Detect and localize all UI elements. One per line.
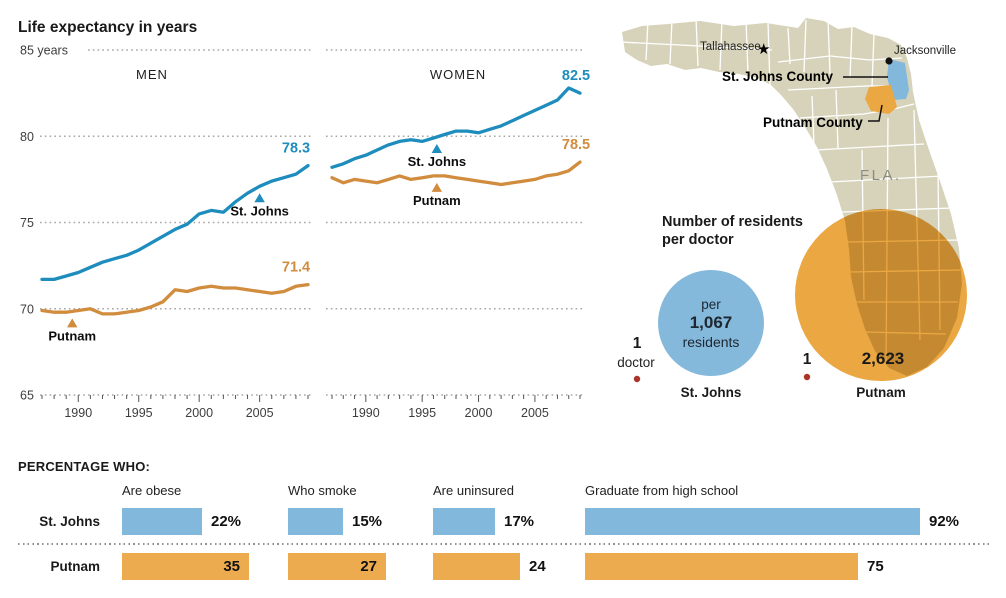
residents-per-doctor-title: Number of residents per doctor — [662, 214, 803, 248]
bar-value-label: 24 — [529, 558, 546, 575]
bar-putnam — [585, 553, 858, 580]
st-johns-doctor-count: 1 — [632, 335, 642, 352]
st-johns-bubble-name: St. Johns — [680, 385, 742, 400]
bar-putnam — [288, 553, 386, 580]
percentage-who-heading: PERCENTAGE WHO: — [18, 459, 151, 474]
bar-st-johns — [288, 508, 343, 535]
bar-value-label: 92% — [929, 513, 960, 530]
circle-text-residents: residents — [682, 334, 740, 350]
bar-putnam — [122, 553, 249, 580]
putnam-residents-value: 2,623 — [861, 349, 905, 368]
putnam-county-label: Putnam County — [763, 115, 863, 130]
state-abbrev-label: FLA. — [860, 167, 902, 184]
bar-value-label: 17% — [504, 513, 535, 530]
bar-category-header: Graduate from high school — [585, 483, 739, 498]
bar-st-johns — [585, 508, 920, 535]
bar-category-header: Who smoke — [288, 483, 357, 498]
page-title: Life expectancy in years — [18, 19, 198, 36]
bar-st-johns — [122, 508, 202, 535]
putnam-doctor-count: 1 — [802, 351, 812, 368]
circle-text-per: per — [701, 297, 721, 312]
bar-category-header: Are uninsured — [433, 483, 514, 498]
circle-text-value: 1,067 — [689, 313, 733, 332]
bar-value-label: 15% — [352, 513, 383, 530]
bar-value-label: 27 — [360, 558, 377, 575]
st-johns-county-label: St. Johns County — [722, 69, 833, 84]
st-johns-doctor-word: doctor — [617, 355, 655, 370]
tallahassee-label: Tallahassee — [700, 41, 761, 53]
bar-row-label: St. Johns — [39, 514, 100, 529]
bar-st-johns — [433, 508, 495, 535]
bar-category-header: Are obese — [122, 483, 182, 498]
jacksonville-label: Jacksonville — [894, 45, 956, 57]
bar-putnam — [433, 553, 520, 580]
row-separator-dotted-line — [18, 543, 990, 545]
bar-value-label: 35 — [223, 558, 240, 575]
bar-value-label: 75 — [867, 558, 884, 575]
tallahassee-star-icon: ★ — [757, 41, 771, 58]
bar-value-label: 22% — [211, 513, 242, 530]
st-johns-circle-text: per 1,067 residents — [651, 297, 771, 350]
putnam-bubble-name: Putnam — [856, 385, 906, 400]
bar-row-label: Putnam — [50, 559, 100, 574]
